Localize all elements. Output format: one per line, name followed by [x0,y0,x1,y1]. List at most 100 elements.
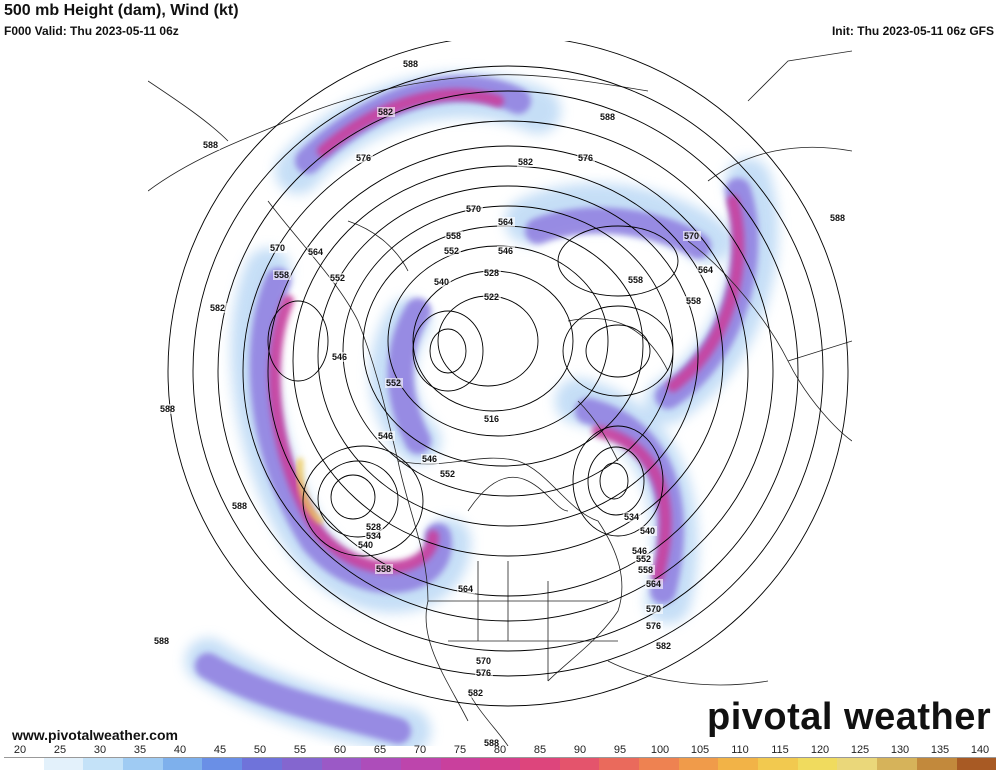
contour-label: 564 [498,217,513,227]
contour-label: 540 [640,526,655,536]
colorbar-tick-label: 130 [890,744,910,756]
contour-label-bg [475,656,493,666]
contour-label: 564 [458,584,473,594]
wind-speed-colorbar [4,757,997,770]
init-time-label: Init: Thu 2023-05-11 06z GFS [831,24,994,38]
contour-label: 576 [578,153,593,163]
contour-label: 534 [624,512,639,522]
colorbar-swatch [877,758,917,770]
contour-label: 516 [484,414,499,424]
contour-label-bg [433,277,451,287]
contour-label-bg [202,140,220,150]
contour-label-bg [483,738,501,746]
contour-label-bg [465,204,483,214]
contour-label: 540 [434,277,449,287]
colorbar-swatch [639,758,679,770]
colorbar-tick-label: 65 [373,744,387,756]
contour-label-bg [627,275,645,285]
colorbar-swatch [718,758,759,770]
contour-label-bg [631,546,649,556]
colorbar-swatch [400,758,441,770]
colorbar-swatch [916,758,957,770]
contour-label: 588 [232,501,247,511]
contour-label: 540 [358,540,373,550]
contour-label: 522 [484,292,499,302]
contour-label-bg [645,579,663,589]
colorbar-swatch [440,758,481,770]
contour-label: 576 [476,668,491,678]
colorbar-swatch [202,758,243,770]
contour-label: 582 [378,107,393,117]
contour-label: 552 [440,469,455,479]
colorbar-tick-label: 45 [213,744,227,756]
colorbar-swatch [242,758,282,770]
contour-label: 552 [636,554,651,564]
contour-label: 570 [684,231,699,241]
contour-label: 582 [468,688,483,698]
contour-label: 552 [386,378,401,388]
colorbar-tick-label: 135 [930,744,950,756]
contour-label-bg [443,246,461,256]
contour-label-bg [497,246,515,256]
contour-label: 534 [366,531,381,541]
wind-shading [185,71,779,746]
colorbar-tick-label: 70 [413,744,427,756]
contour-label-bg [467,688,485,698]
chart-title: 500 mb Height (dam), Wind (kt) [4,2,239,19]
contour-label-bg [377,107,395,117]
contour-label-bg [483,414,501,424]
contour-label-bg [635,554,653,564]
colorbar-ticks: 20 25 30 35 40 45 50 55 60 65 70 75 80 85 90 95 100 105 11… [0,744,1000,757]
contour-label: 570 [270,243,285,253]
colorbar-tick-label: 95 [613,744,627,756]
contour-label-bg [497,217,515,227]
contour-label: 558 [376,564,391,574]
contour-label-bg [829,213,847,223]
colorbar-swatch [43,758,84,770]
colorbar-swatch [519,758,560,770]
contour-label-bg [645,604,663,614]
colorbar-tick-label: 80 [493,744,507,756]
colorbar-tick-label: 100 [650,744,670,756]
contour-label-bg [269,243,287,253]
colorbar-tick-label: 125 [850,744,870,756]
contour-label-bg [375,564,393,574]
contour-label-bg [209,303,227,313]
contour-label: 588 [484,738,499,746]
contour-label-bg [457,584,475,594]
contour-label-bg [475,668,493,678]
contour-label: 558 [274,270,289,280]
contour-label-bg [517,157,535,167]
colorbar-swatch [162,758,203,770]
contour-label: 564 [308,247,323,257]
contour-label-bg [273,270,291,280]
contour-label-bg [385,378,403,388]
pivotal-weather-logo: pivotal weather [707,696,992,738]
contour-label: 558 [686,296,701,306]
colorbar-tick-label: 50 [253,744,267,756]
contour-label-bg [637,565,655,575]
contour-label-bg [329,273,347,283]
contour-label: 570 [466,204,481,214]
colorbar-tick-label: 30 [93,744,107,756]
colorbar-tick-label: 35 [133,744,147,756]
contour-label: 588 [830,213,845,223]
website-label[interactable]: www.pivotalweather.com [12,727,178,743]
contour-label: 546 [632,546,647,556]
contour-label: 528 [484,268,499,278]
contour-label-bg [439,469,457,479]
colorbar-swatch [758,758,798,770]
colorbar-tick-label: 120 [810,744,830,756]
contour-label: 570 [476,656,491,666]
colorbar-swatch [599,758,639,770]
colorbar-swatch [361,758,401,770]
contour-label: 552 [330,273,345,283]
contour-label-bg [445,231,463,241]
contour-label: 546 [332,352,347,362]
contour-label-bg [683,231,701,241]
colorbar-swatch [837,758,878,770]
colorbar-tick-label: 115 [771,744,789,756]
colorbar-tick-label: 105 [690,744,710,756]
colorbar-swatch [83,758,124,770]
